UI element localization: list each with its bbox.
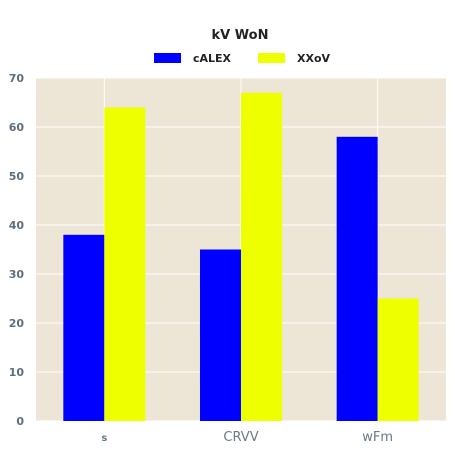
y-tick-label: 50 [9,170,25,183]
bars [63,92,419,422]
legend-swatch-XXoV [258,53,285,63]
x-tick-label: s [101,433,107,444]
legend: cALEX XXoV [154,52,331,65]
legend-label-cALEX: cALEX [193,52,232,65]
legend-label-XXoV: XXoV [297,52,331,65]
y-axis-ticks: 0 10 20 30 40 50 60 70 [9,72,25,428]
chart-title: kV WoN [212,28,269,43]
bar-cALEX-wFm [336,136,378,422]
bar-XXoV-wFm [377,298,419,421]
x-axis-ticks: s CRVV wFm [101,430,393,445]
x-tick-label: CRVV [223,430,258,445]
y-tick-label: 20 [9,317,25,330]
y-tick-label: 60 [9,121,25,134]
y-tick-label: 10 [9,366,25,379]
bar-cALEX-CRVV [200,249,241,421]
y-tick-label: 40 [9,219,25,232]
y-tick-label: 0 [16,415,24,428]
x-tick-label: wFm [362,430,393,445]
legend-swatch-cALEX [154,53,181,63]
bar-XXoV-CRVV [241,92,282,421]
y-tick-label: 30 [9,268,25,281]
bar-cALEX-s [63,234,105,421]
y-tick-label: 70 [9,72,25,85]
bar-XXoV-s [104,107,146,422]
